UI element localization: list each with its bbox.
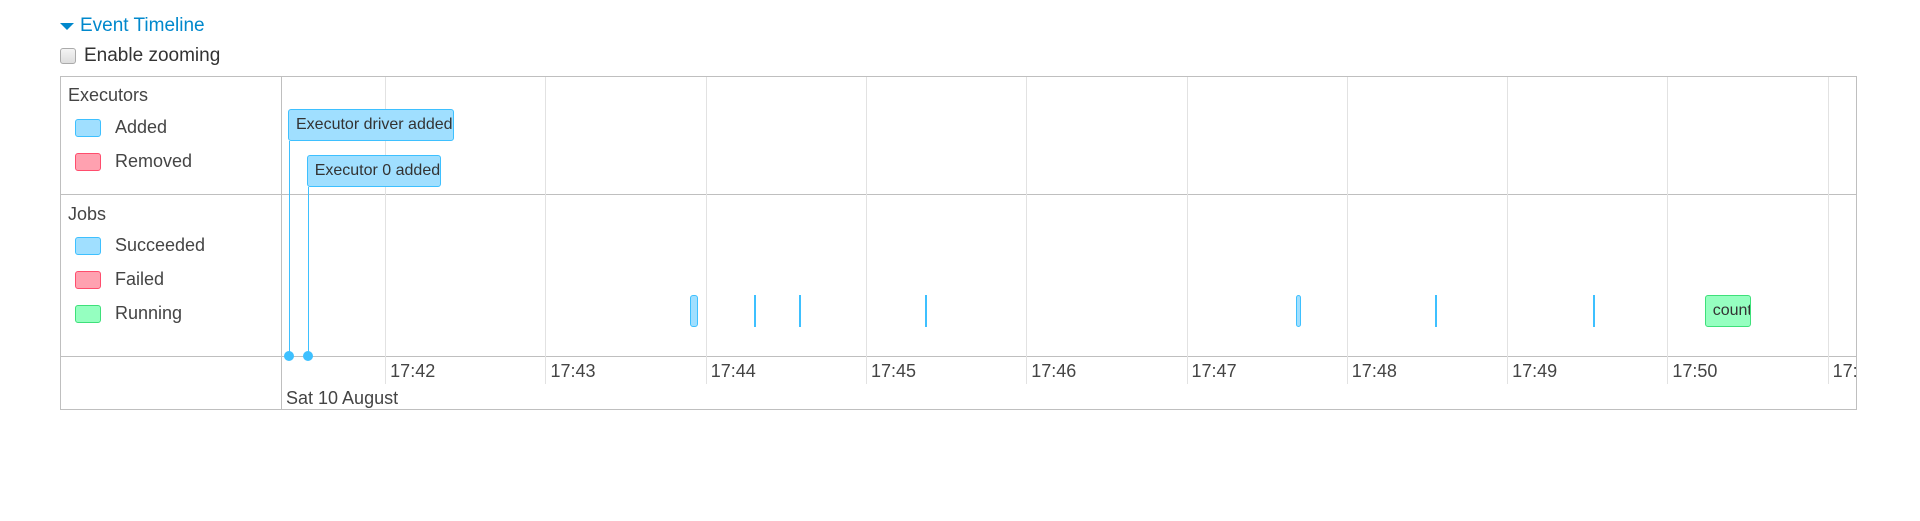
legend-job-running: Running [75, 303, 182, 324]
legend-label: Added [115, 117, 168, 137]
executor-event-dot[interactable] [284, 351, 294, 361]
legend-executor-added: Added [75, 117, 167, 138]
grid-line [1346, 77, 1348, 384]
job-succeeded-marker[interactable] [1592, 295, 1595, 327]
enable-zooming-label: Enable zooming [84, 45, 221, 66]
executors-group-title: Executors [68, 85, 149, 105]
axis-tick-label: 17:46 [1026, 356, 1076, 384]
enable-zooming-checkbox[interactable] [60, 48, 76, 64]
axis-tick-label: 17:51 [1827, 356, 1856, 384]
group-divider [61, 194, 1856, 195]
grid-line [1827, 77, 1829, 384]
executor-event-box[interactable]: Executor driver added [288, 109, 454, 141]
grid-line [1667, 77, 1669, 384]
swatch-icon [75, 152, 101, 171]
legend-job-failed: Failed [75, 269, 164, 290]
legend-label: Removed [115, 151, 193, 171]
grid-line [705, 77, 707, 384]
axis-tick-label: 17:50 [1667, 356, 1717, 384]
legend-job-succeeded: Succeeded [75, 235, 205, 256]
legend-column: Executors Added Removed Jobs Succeeded F… [61, 77, 282, 409]
executor-event-line [307, 187, 309, 356]
job-succeeded-box[interactable] [1296, 295, 1302, 327]
grid-line [1507, 77, 1509, 384]
grid-line [865, 77, 867, 384]
job-running-box[interactable]: count [1704, 295, 1751, 327]
executor-event-box[interactable]: Executor 0 added [306, 155, 442, 187]
swatch-icon [75, 304, 101, 323]
axis-date-label: Sat 10 August [286, 388, 399, 408]
caret-down-icon [60, 22, 74, 30]
enable-zooming-option[interactable]: Enable zooming [60, 45, 220, 67]
axis-tick-label: 17:49 [1507, 356, 1557, 384]
grid-line [1026, 77, 1028, 384]
axis-tick-label: 17:44 [705, 356, 756, 384]
swatch-icon [75, 270, 101, 289]
axis-tick-label: 17:42 [385, 356, 435, 384]
event-timeline-toggle[interactable]: Event Timeline [60, 15, 205, 37]
axis-tick-label: 17:45 [865, 356, 916, 384]
job-succeeded-marker[interactable] [924, 295, 927, 327]
legend-label: Running [115, 303, 183, 323]
axis-tick-label: 17:43 [545, 356, 595, 384]
executor-event-line [289, 141, 290, 356]
job-succeeded-marker[interactable] [753, 295, 756, 327]
job-succeeded-marker[interactable] [1434, 295, 1437, 327]
timeline-frame: Executors Added Removed Jobs Succeeded F… [60, 76, 1857, 410]
grid-line [545, 77, 547, 384]
swatch-icon [75, 236, 101, 255]
section-title: Event Timeline [80, 15, 205, 36]
axis-tick-label: 17:48 [1346, 356, 1397, 384]
jobs-group-title: Jobs [68, 204, 107, 224]
legend-label: Failed [115, 269, 165, 289]
executor-event-dot[interactable] [302, 351, 313, 361]
timeline-canvas[interactable]: Sat 10 August 17:42 17:43 17:44 17:45 17:46 1… [281, 77, 1856, 409]
job-succeeded-box[interactable] [689, 295, 698, 327]
swatch-icon [75, 118, 101, 137]
axis-divider [61, 356, 1856, 357]
legend-label: Succeeded [115, 235, 206, 255]
job-succeeded-marker[interactable] [799, 295, 802, 327]
grid-line [1186, 77, 1188, 384]
legend-executor-removed: Removed [75, 151, 192, 172]
grid-line [385, 77, 387, 384]
axis-tick-label: 17:47 [1186, 356, 1237, 384]
